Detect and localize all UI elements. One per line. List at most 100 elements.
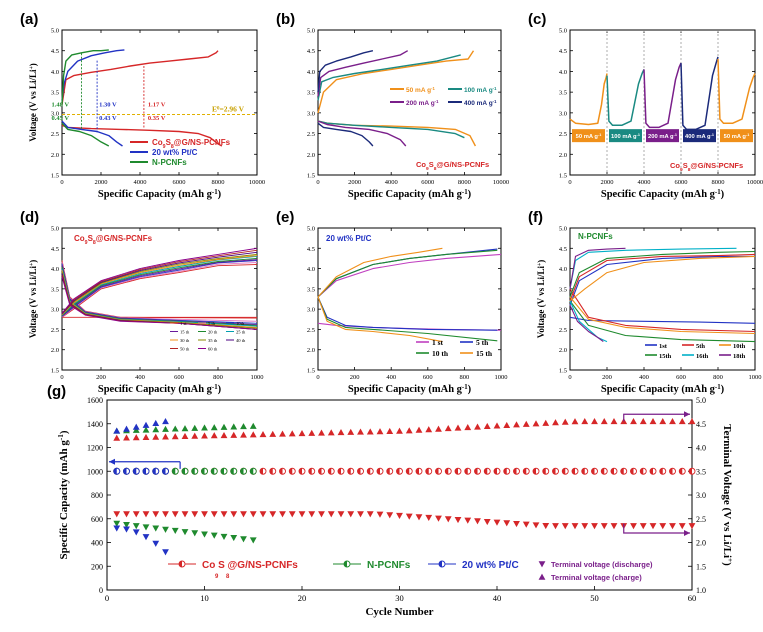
label-part: @G/NS-PCNFs [174, 138, 231, 147]
label-part: 8 [93, 240, 96, 246]
panel-label: (b) [276, 11, 295, 28]
y-tick-label: 4.5 [51, 246, 59, 253]
capacity-point-co9s8-fill [464, 468, 468, 475]
y-tick-label-left: 1400 [87, 420, 103, 429]
discharge-voltage-point-co9s8 [269, 511, 277, 518]
y-axis-label: Voltage (V vs Li/Li+) [536, 260, 546, 339]
discharge-voltage-point-co9s8 [132, 511, 140, 518]
discharge-voltage-point-co9s8 [376, 511, 384, 518]
charge-voltage-point-ptc [162, 417, 169, 425]
cycle-charge-line [61, 247, 258, 314]
capacity-point-co9s8-fill [513, 468, 517, 475]
discharge-voltage-point-co9s8 [298, 511, 306, 518]
label-part: 400 mA g [464, 100, 493, 107]
capacity-point-npcnfs-fill [221, 468, 224, 475]
y-tick-label: 3.5 [559, 90, 567, 97]
capacity-point-co9s8-fill [279, 468, 283, 475]
discharge-voltage-point-npcnfs [240, 536, 247, 543]
label-part: + [726, 558, 734, 562]
x-tick-label: 6000 [421, 179, 434, 186]
discharge-voltage-point-co9s8 [210, 511, 218, 518]
capacity-point-co9s8-fill [523, 468, 527, 475]
capacity-point-co9s8-fill [328, 468, 332, 475]
discharge-voltage-point-co9s8 [415, 514, 423, 521]
y-tick-label: 5.0 [51, 28, 59, 35]
legend-label: 5 th [208, 321, 216, 326]
discharge-voltage-point-co9s8 [279, 511, 286, 518]
y-tick-label: 3.0 [559, 110, 567, 117]
overpotential-charge-label: 1.30 V [99, 102, 117, 109]
x-tick-label: 400 [135, 374, 145, 381]
legend-label: 15 th [476, 349, 493, 358]
discharge-voltage-point-npcnfs [249, 537, 257, 544]
rate-box [572, 129, 605, 143]
label-part: 0 [217, 106, 220, 111]
series-teal-charge [317, 54, 461, 101]
discharge-voltage-point-co9s8 [386, 512, 394, 519]
label-part: -1 [462, 384, 468, 391]
x-tick-label: 10000 [747, 179, 763, 186]
discharge-voltage-point-co9s8 [454, 516, 462, 524]
series-teal-discharge [317, 120, 465, 139]
charge-voltage-point-co9s8 [113, 434, 121, 441]
discharge-voltage-point-npcnfs [113, 520, 121, 527]
capacity-point-co9s8-fill [289, 468, 293, 475]
capacity-point-co9s8-fill [318, 468, 322, 475]
capacity-point-npcnfs-fill [211, 468, 215, 475]
charge-voltage-point-co9s8 [210, 432, 218, 439]
label-part: Voltage (V vs Li/Li [28, 266, 38, 339]
charge-voltage-point-co9s8 [230, 431, 238, 438]
capacity-point-co9s8-fill [347, 468, 351, 475]
right-axis-arrowhead-discharge [684, 530, 690, 536]
legend-label: 10th [733, 343, 746, 350]
charge-voltage-point-co9s8 [444, 425, 452, 432]
series-green-discharge [61, 122, 110, 147]
charge-voltage-point-npcnfs [220, 423, 228, 430]
x-tick-label: 2000 [348, 179, 361, 186]
discharge-voltage-point-co9s8 [308, 511, 316, 518]
panel-label: (a) [20, 11, 38, 28]
capacity-point-co9s8-fill [386, 468, 390, 475]
cycle-discharge-line [569, 300, 756, 343]
cycle-discharge-line [569, 288, 756, 333]
capacity-point-co9s8-fill [445, 468, 449, 475]
overpotential-discharge-label: 0.35 V [148, 115, 166, 122]
y-tick-label: 5.0 [51, 226, 59, 233]
charge-voltage-point-npcnfs [249, 422, 257, 429]
legend-label: 20 th [208, 330, 218, 335]
capacity-point-co9s8-fill [562, 468, 566, 475]
y-tick-label-left: 0 [99, 586, 103, 595]
charge-voltage-point-co9s8 [425, 426, 433, 433]
discharge-voltage-point-co9s8 [249, 511, 257, 518]
discharge-voltage-point-co9s8 [327, 511, 335, 518]
discharge-voltage-point-co9s8 [561, 523, 569, 530]
cycle-charge-line [569, 247, 737, 290]
charge-voltage-point-npcnfs [132, 426, 140, 433]
y-tick-label: 4.5 [559, 246, 567, 253]
discharge-voltage-point-co9s8 [201, 511, 208, 518]
charge-voltage-point-ptc [113, 427, 121, 434]
label-part: Terminal Voltage (V vs Li/Li [721, 424, 733, 558]
x-axis-label: Specific Capacity (mAh g-1) [601, 189, 725, 201]
charge-voltage-point-npcnfs [162, 425, 169, 432]
label-part: ) [721, 562, 733, 566]
label-part: -1 [493, 86, 497, 91]
x-tick-label: 600 [174, 374, 184, 381]
discharge-voltage-point-npcnfs [201, 531, 208, 538]
discharge-voltage-point-co9s8 [542, 522, 550, 530]
charge-voltage-point-co9s8 [503, 421, 511, 428]
x-axis-label: Specific Capacity (mAh g-1) [348, 189, 472, 201]
x-axis-label: Specific Capacity (mAh g-1) [98, 384, 222, 396]
legend-voltage-label: Terminal voltage (charge) [551, 573, 642, 582]
legend-label: 10th [236, 321, 245, 326]
y-tick-label: 3.5 [51, 90, 59, 97]
discharge-voltage-point-co9s8 [113, 511, 121, 518]
charge-voltage-point-co9s8 [464, 423, 472, 431]
discharge-voltage-point-co9s8 [532, 522, 540, 529]
charge-voltage-point-co9s8 [337, 429, 345, 436]
charge-voltage-point-npcnfs [142, 426, 150, 433]
discharge-voltage-point-ptc [123, 526, 130, 533]
discharge-voltage-point-co9s8 [610, 523, 618, 530]
series-blue-charge [61, 49, 125, 101]
cycle-charge-line [569, 253, 756, 302]
